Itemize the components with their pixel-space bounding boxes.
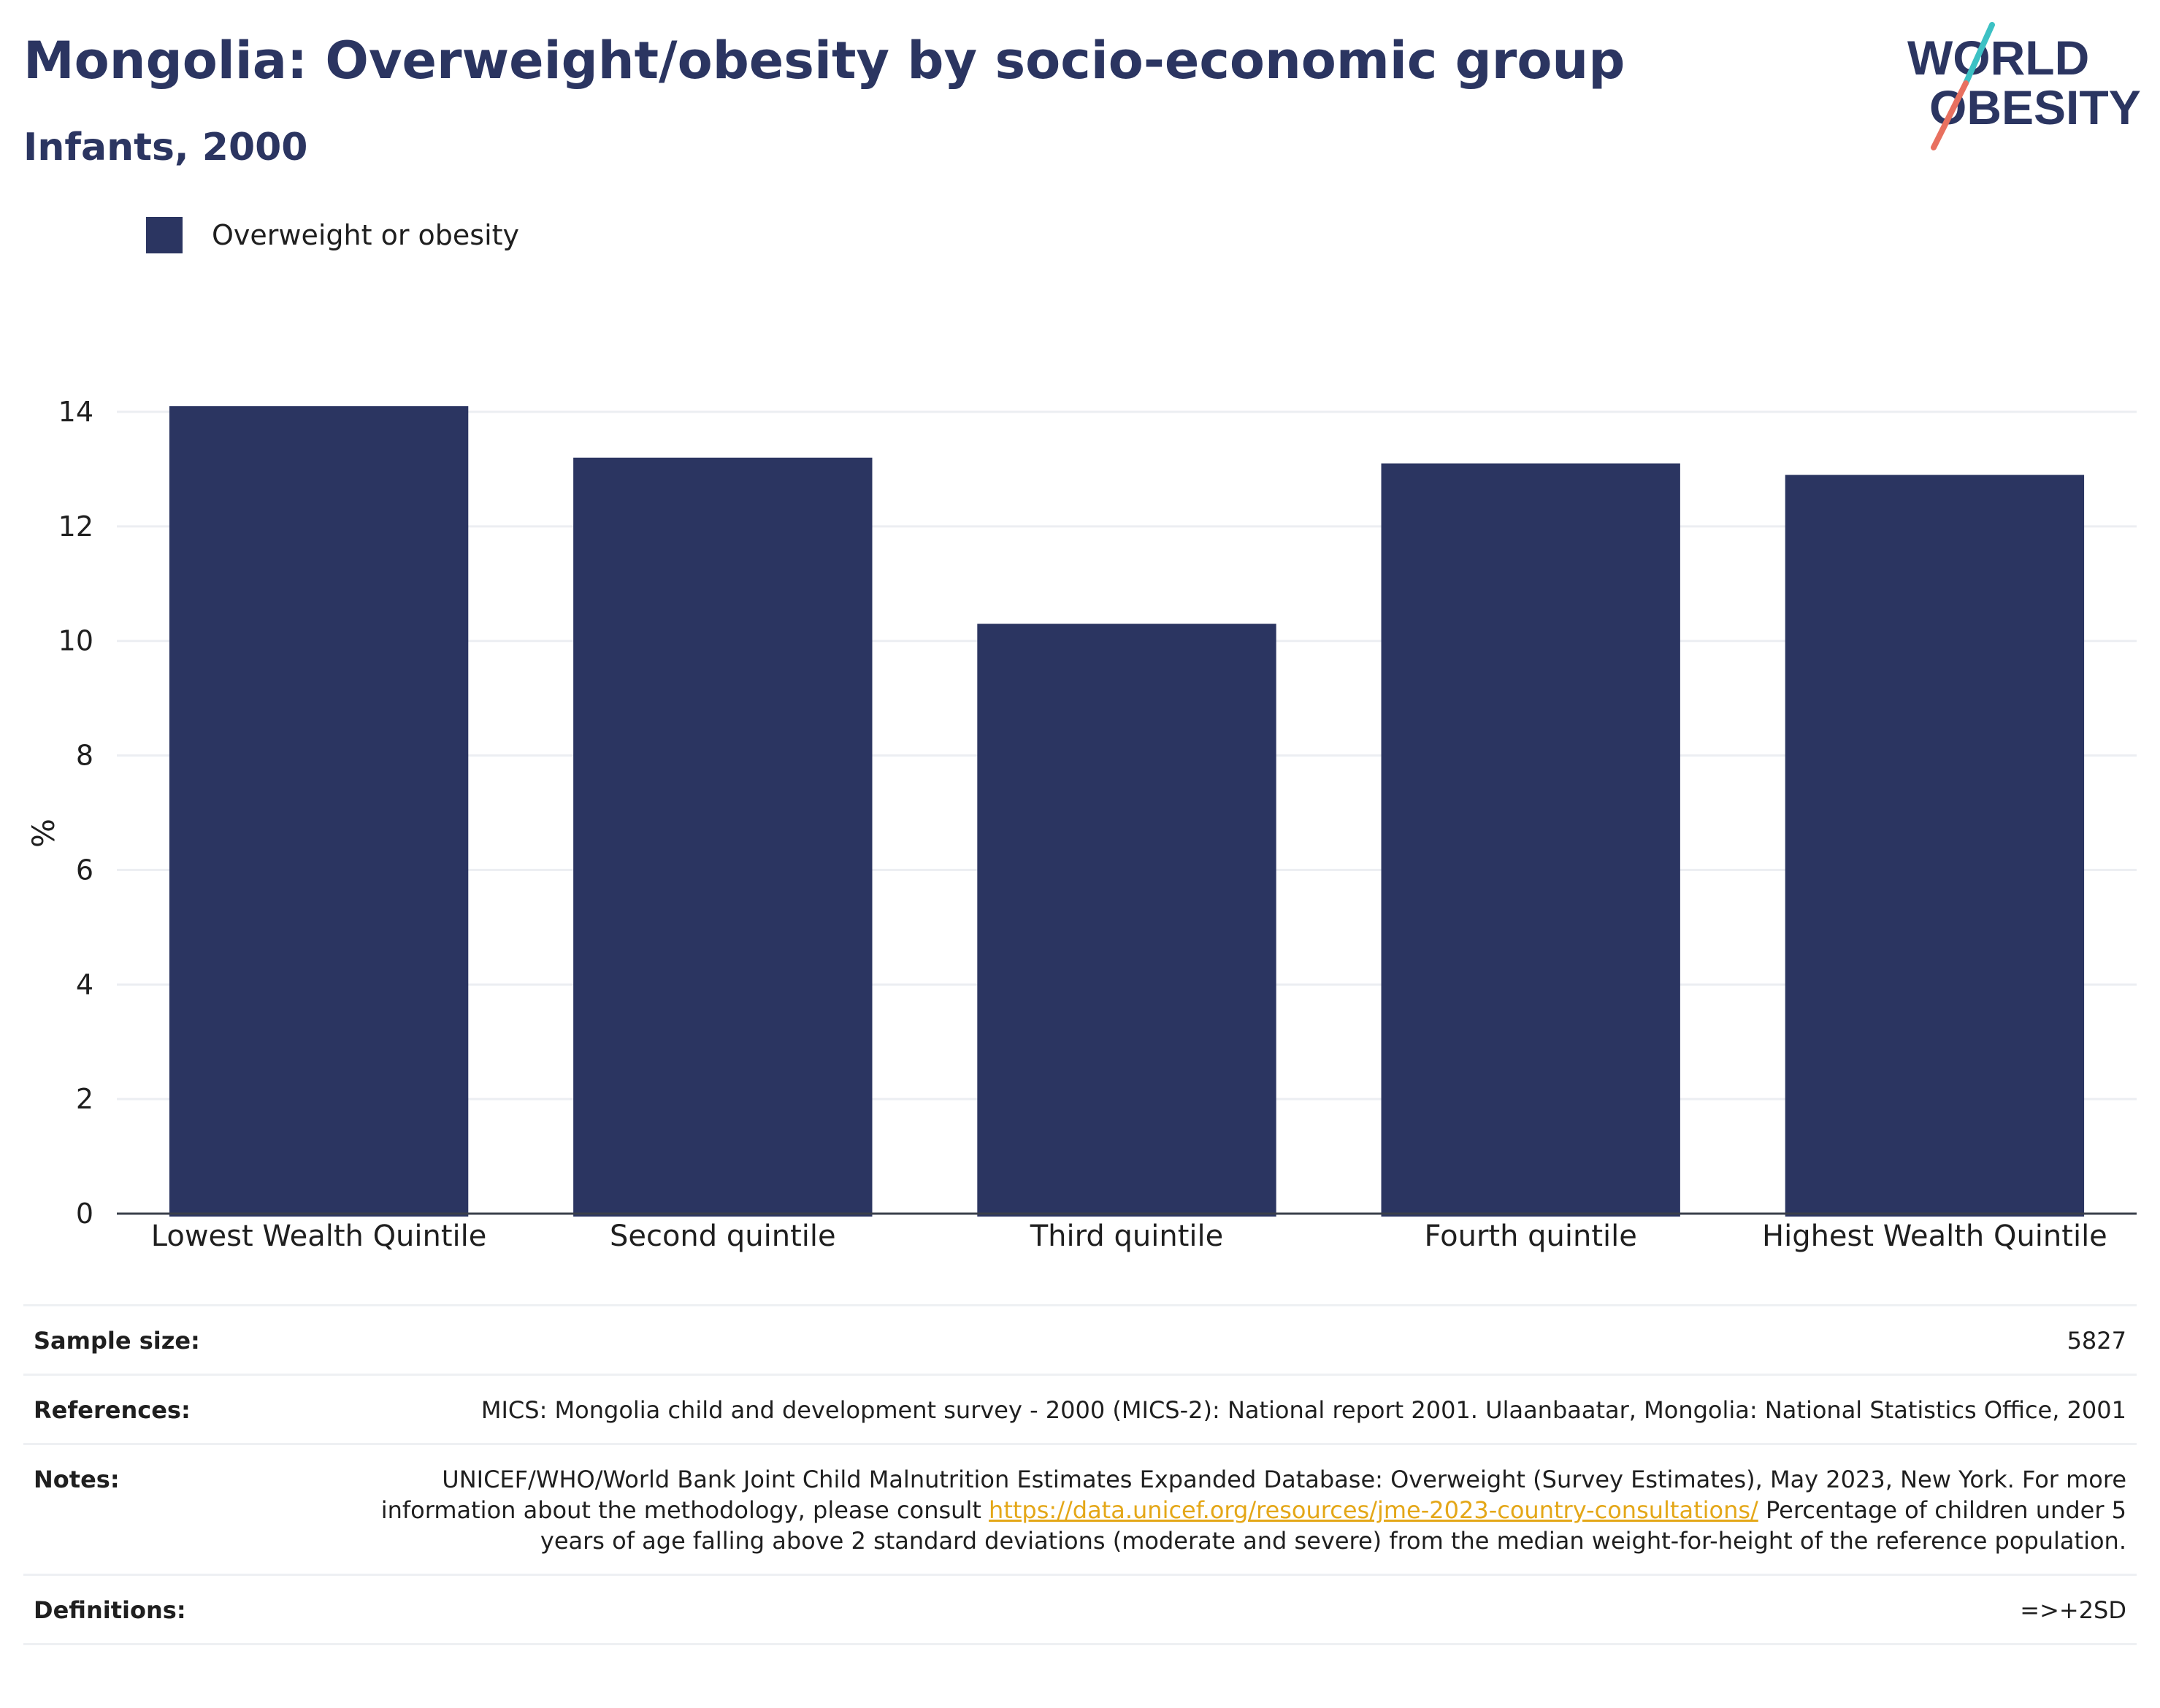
x-tick-label: Second quintile (610, 1219, 836, 1253)
bar (977, 624, 1276, 1217)
world-obesity-logo: WORLD OBESITY (1907, 22, 2141, 150)
y-tick-label: 0 (76, 1198, 93, 1230)
definitions-value: =>+2SD (2020, 1596, 2126, 1624)
sample-size-label: Sample size: (34, 1327, 200, 1355)
logo-line1: WORLD (1907, 31, 2089, 85)
metadata-table: Sample size: 5827 References: MICS: Mong… (23, 1304, 2137, 1645)
references-row: References: MICS: Mongolia child and dev… (23, 1376, 2137, 1445)
notes-label: Notes: (34, 1466, 120, 1493)
y-tick-label: 14 (58, 396, 93, 428)
x-tick-label: Lowest Wealth Quintile (151, 1219, 487, 1253)
y-tick-label: 6 (76, 854, 93, 886)
notes-row: Notes: UNICEF/WHO/World Bank Joint Child… (23, 1445, 2137, 1576)
x-tick-label: Fourth quintile (1425, 1219, 1637, 1253)
legend-label: Overweight or obesity (212, 219, 520, 251)
definitions-label: Definitions: (34, 1596, 186, 1624)
bar-chart: 0 2 4 6 8 10 12 14% Lowest Wealth Quintile Second… (26, 396, 2137, 1253)
y-axis-label: % (26, 819, 61, 848)
chart-subtitle: Infants, 2000 (23, 126, 308, 169)
legend-swatch (146, 217, 183, 253)
chart-title: Mongolia: Overweight/obesity by socio-ec… (23, 31, 1625, 91)
bar (1381, 463, 1680, 1217)
y-tick-label: 10 (58, 625, 93, 657)
y-tick-label: 2 (76, 1083, 93, 1115)
y-tick-label: 4 (76, 968, 93, 1000)
bar (1785, 475, 2085, 1217)
chart-legend: Overweight or obesity (146, 217, 519, 253)
references-label: References: (34, 1396, 191, 1424)
y-tick-label: 12 (58, 510, 93, 543)
notes-value: UNICEF/WHO/World Bank Joint Child Malnut… (340, 1464, 2126, 1556)
x-tick-label: Third quintile (1030, 1219, 1223, 1253)
definitions-row: Definitions: =>+2SD (23, 1576, 2137, 1645)
sample-size-row: Sample size: 5827 (23, 1306, 2137, 1376)
sample-size-value: 5827 (2067, 1327, 2126, 1355)
logo-slash-teal (1963, 22, 1995, 86)
x-tick-label: Highest Wealth Quintile (1762, 1219, 2107, 1253)
notes-text-1: UNICEF/WHO/World Bank Joint Child Malnut… (380, 1466, 2126, 1524)
notes-link[interactable]: https://data.unicef.org/resources/jme-20… (989, 1496, 1758, 1524)
references-value: MICS: Mongolia child and development sur… (480, 1396, 2126, 1424)
logo-slash-coral (1931, 80, 1969, 150)
bar (169, 406, 469, 1217)
y-tick-label: 8 (76, 740, 93, 772)
bar (573, 457, 873, 1217)
notes-text-2: Percentage of children under 5 years of … (540, 1496, 2126, 1555)
